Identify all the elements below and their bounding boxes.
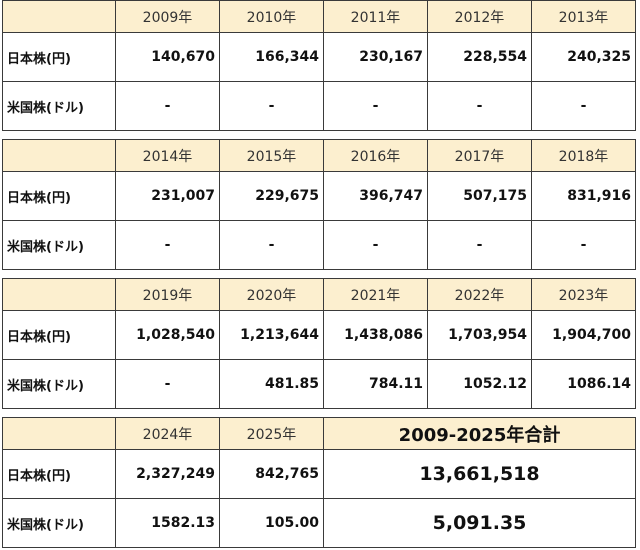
jp-value-cell: 831,916 (531, 171, 636, 221)
dividend-table-2009-2013: 2009年 2010年 2011年 2012年 2013年 日本株(円) 140… (2, 0, 636, 131)
year-cell: 2025年 (219, 417, 324, 450)
us-value-cell: - (323, 81, 428, 131)
us-stock-row: 米国株(ドル) - - - - - (2, 81, 636, 131)
jp-stock-row: 日本株(円) 140,670 166,344 230,167 228,554 2… (2, 32, 636, 82)
dividend-table-2019-2023: 2019年 2020年 2021年 2022年 2023年 日本株(円) 1,0… (2, 278, 636, 409)
us-stock-label: 米国株(ドル) (2, 498, 116, 548)
us-value-cell: 1582.13 (115, 498, 220, 548)
us-total-value: 5,091.35 (322, 498, 637, 548)
year-header-row: 2009年 2010年 2011年 2012年 2013年 (2, 0, 636, 33)
jp-value-cell: 228,554 (427, 32, 532, 82)
us-value-cell: 481.85 (219, 359, 324, 409)
year-cell: 2023年 (531, 278, 636, 311)
us-value-cell: - (531, 81, 636, 131)
jp-stock-label: 日本株(円) (2, 32, 116, 82)
us-value-cell: - (115, 81, 220, 131)
dividend-table-2024-2025-total: 2024年 2025年 2009-2025年合計 日本株(円) 2,327,24… (2, 417, 637, 548)
jp-stock-label: 日本株(円) (2, 449, 116, 499)
us-value-cell: 1086.14 (531, 359, 636, 409)
jp-value-cell: 166,344 (219, 32, 324, 82)
year-cell: 2018年 (531, 139, 636, 172)
us-value-cell: - (323, 220, 428, 270)
jp-stock-row: 日本株(円) 2,327,249 842,765 13,661,518 (2, 449, 637, 499)
jp-value-cell: 231,007 (115, 171, 220, 221)
us-stock-label: 米国株(ドル) (2, 359, 116, 409)
year-cell: 2013年 (531, 0, 636, 33)
jp-stock-label: 日本株(円) (2, 171, 116, 221)
corner-cell (2, 139, 116, 172)
us-stock-label: 米国株(ドル) (2, 81, 116, 131)
us-value-cell: 1052.12 (427, 359, 532, 409)
us-value-cell: - (115, 220, 220, 270)
total-header: 2009-2025年合計 (322, 417, 637, 450)
year-cell: 2022年 (427, 278, 532, 311)
jp-value-cell: 2,327,249 (115, 449, 220, 499)
year-cell: 2016年 (323, 139, 428, 172)
jp-value-cell: 230,167 (323, 32, 428, 82)
jp-value-cell: 1,703,954 (427, 310, 532, 360)
jp-value-cell: 1,904,700 (531, 310, 636, 360)
year-cell: 2021年 (323, 278, 428, 311)
us-value-cell: 105.00 (219, 498, 324, 548)
jp-total-value: 13,661,518 (322, 449, 637, 499)
jp-value-cell: 1,213,644 (219, 310, 324, 360)
corner-cell (2, 0, 116, 33)
year-header-row: 2014年 2015年 2016年 2017年 2018年 (2, 139, 636, 172)
corner-cell (2, 417, 116, 450)
us-stock-row: 米国株(ドル) - 481.85 784.11 1052.12 1086.14 (2, 359, 636, 409)
year-cell: 2019年 (115, 278, 220, 311)
us-stock-row: 米国株(ドル) - - - - - (2, 220, 636, 270)
year-cell: 2020年 (219, 278, 324, 311)
jp-value-cell: 140,670 (115, 32, 220, 82)
year-header-row: 2024年 2025年 2009-2025年合計 (2, 417, 637, 450)
year-header-row: 2019年 2020年 2021年 2022年 2023年 (2, 278, 636, 311)
us-value-cell: - (115, 359, 220, 409)
jp-value-cell: 1,438,086 (323, 310, 428, 360)
dividend-table-2014-2018: 2014年 2015年 2016年 2017年 2018年 日本株(円) 231… (2, 139, 636, 270)
us-stock-row: 米国株(ドル) 1582.13 105.00 5,091.35 (2, 498, 637, 548)
year-cell: 2024年 (115, 417, 220, 450)
us-value-cell: 784.11 (323, 359, 428, 409)
jp-value-cell: 1,028,540 (115, 310, 220, 360)
corner-cell (2, 278, 116, 311)
us-value-cell: - (427, 81, 532, 131)
year-cell: 2017年 (427, 139, 532, 172)
jp-stock-row: 日本株(円) 1,028,540 1,213,644 1,438,086 1,7… (2, 310, 636, 360)
jp-value-cell: 396,747 (323, 171, 428, 221)
year-cell: 2011年 (323, 0, 428, 33)
us-value-cell: - (219, 81, 324, 131)
jp-stock-row: 日本株(円) 231,007 229,675 396,747 507,175 8… (2, 171, 636, 221)
us-value-cell: - (219, 220, 324, 270)
year-cell: 2009年 (115, 0, 220, 33)
jp-value-cell: 507,175 (427, 171, 532, 221)
jp-stock-label: 日本株(円) (2, 310, 116, 360)
jp-value-cell: 229,675 (219, 171, 324, 221)
year-cell: 2015年 (219, 139, 324, 172)
us-stock-label: 米国株(ドル) (2, 220, 116, 270)
year-cell: 2014年 (115, 139, 220, 172)
jp-value-cell: 240,325 (531, 32, 636, 82)
year-cell: 2012年 (427, 0, 532, 33)
jp-value-cell: 842,765 (219, 449, 324, 499)
us-value-cell: - (427, 220, 532, 270)
year-cell: 2010年 (219, 0, 324, 33)
us-value-cell: - (531, 220, 636, 270)
